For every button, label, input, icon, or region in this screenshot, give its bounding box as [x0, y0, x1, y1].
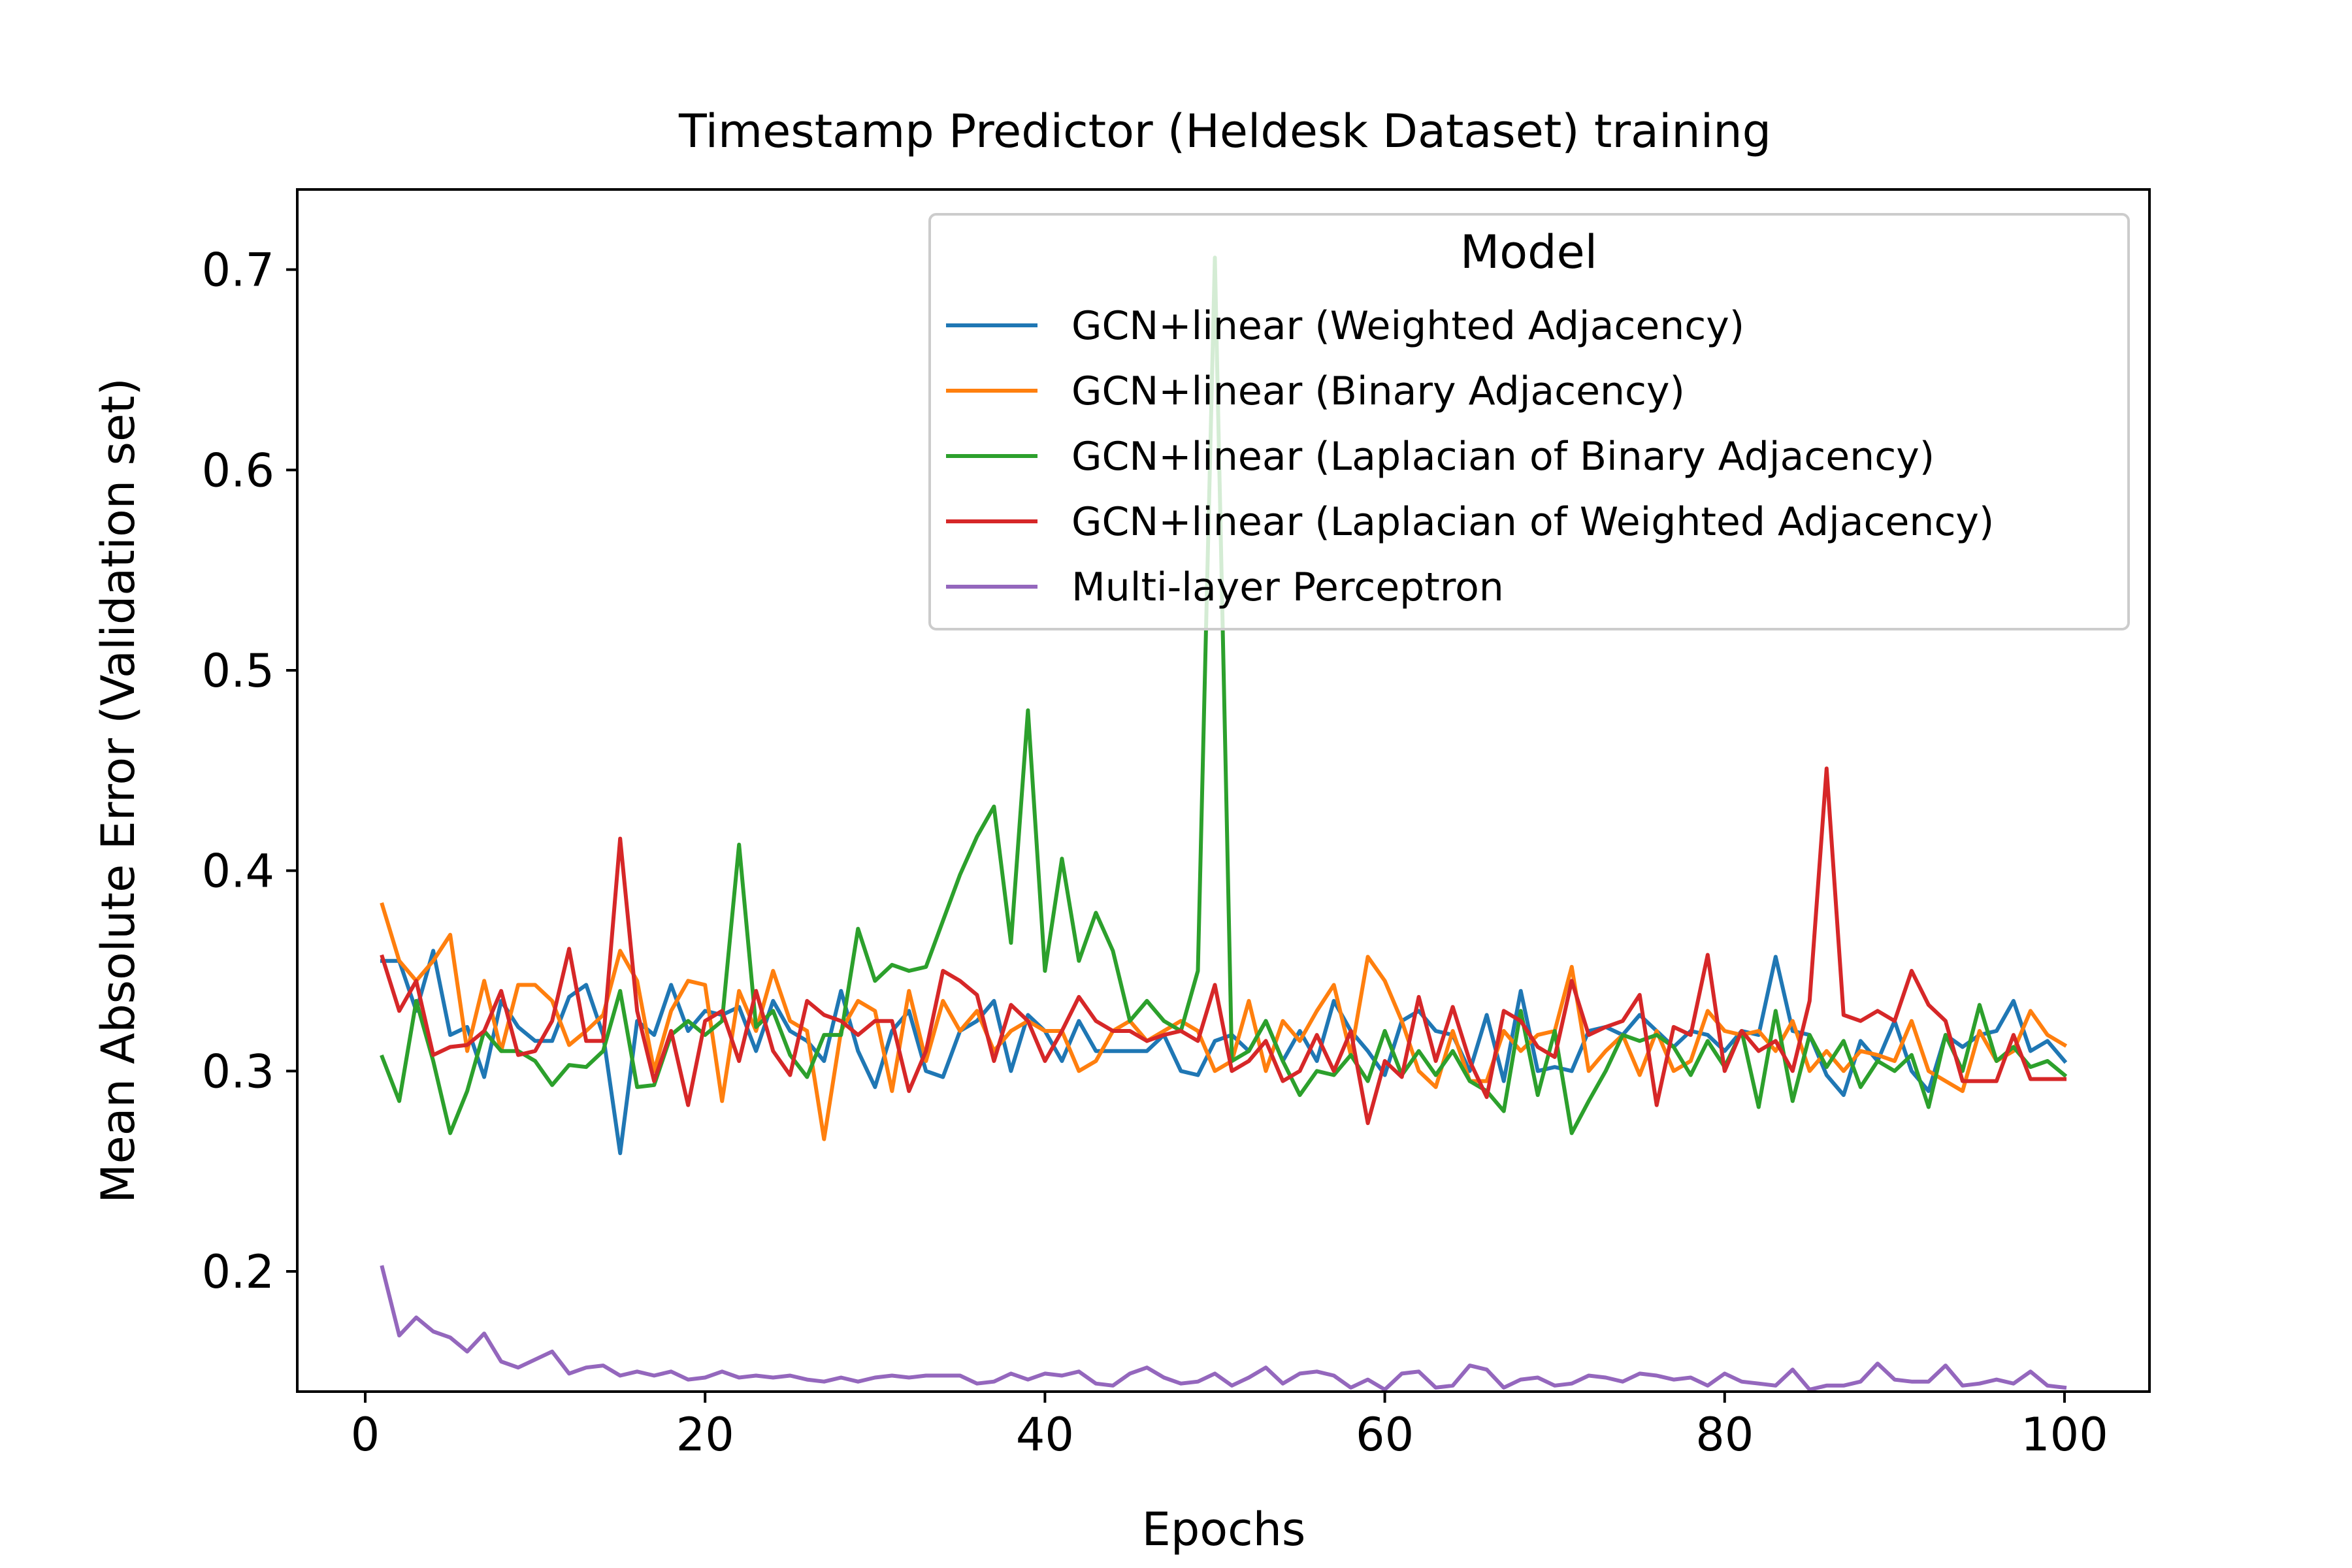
x-tick-label: 0 [351, 1408, 380, 1462]
y-tick-label: 0.2 [202, 1245, 274, 1299]
legend-label-gcn-linear-laplacian-of-binary-adjacency: GCN+linear (Laplacian of Binary Adjacenc… [1071, 434, 1935, 480]
x-tick-label: 80 [1695, 1408, 1754, 1462]
legend-label-multi-layer-perceptron: Multi-layer Perceptron [1071, 564, 1504, 610]
x-axis: 0 20 40 60 80 100 [351, 1392, 2108, 1462]
y-tick-label: 0.5 [202, 644, 274, 698]
series-line-gcn-linear-laplacian-of-weighted-adjacency [380, 766, 2066, 1126]
legend-label-gcn-linear-laplacian-of-weighted-adjacency: GCN+linear (Laplacian of Weighted Adjace… [1071, 499, 1994, 545]
y-tick-label: 0.3 [202, 1045, 274, 1098]
legend-box [928, 213, 2130, 630]
plot-lines [380, 255, 2068, 1392]
y-axis: 0.2 0.3 0.4 0.5 0.6 0.7 [202, 244, 297, 1299]
chart-title: Timestamp Predictor (Heldesk Dataset) tr… [678, 105, 1771, 158]
x-tick-label: 20 [676, 1408, 734, 1462]
y-tick-label: 0.7 [202, 244, 274, 297]
y-axis-label: Mean Absolute Error (Validation set) [91, 378, 145, 1203]
legend-label-gcn-linear-weighted-adjacency: GCN+linear (Weighted Adjacency) [1071, 303, 1744, 349]
plot-frame [296, 188, 2151, 1393]
legend-entries: GCN+linear (Weighted Adjacency) GCN+linea… [946, 303, 1994, 610]
x-axis-label: Epochs [1142, 1503, 1306, 1556]
series-line-gcn-linear-binary-adjacency [380, 902, 2068, 1141]
legend: Model GCN+linear (Weighted Adjacency)GCN… [928, 213, 2130, 630]
x-tick-label: 100 [2021, 1408, 2108, 1462]
y-tick-label: 0.4 [202, 845, 274, 898]
series-line-multi-layer-perceptron [380, 1265, 2067, 1392]
y-tick-label: 0.6 [202, 444, 274, 497]
x-tick-label: 60 [1356, 1408, 1414, 1462]
legend-title: Model [1460, 225, 1597, 279]
x-tick-label: 40 [1016, 1408, 1074, 1462]
legend-label-gcn-linear-binary-adjacency: GCN+linear (Binary Adjacency) [1071, 368, 1685, 414]
